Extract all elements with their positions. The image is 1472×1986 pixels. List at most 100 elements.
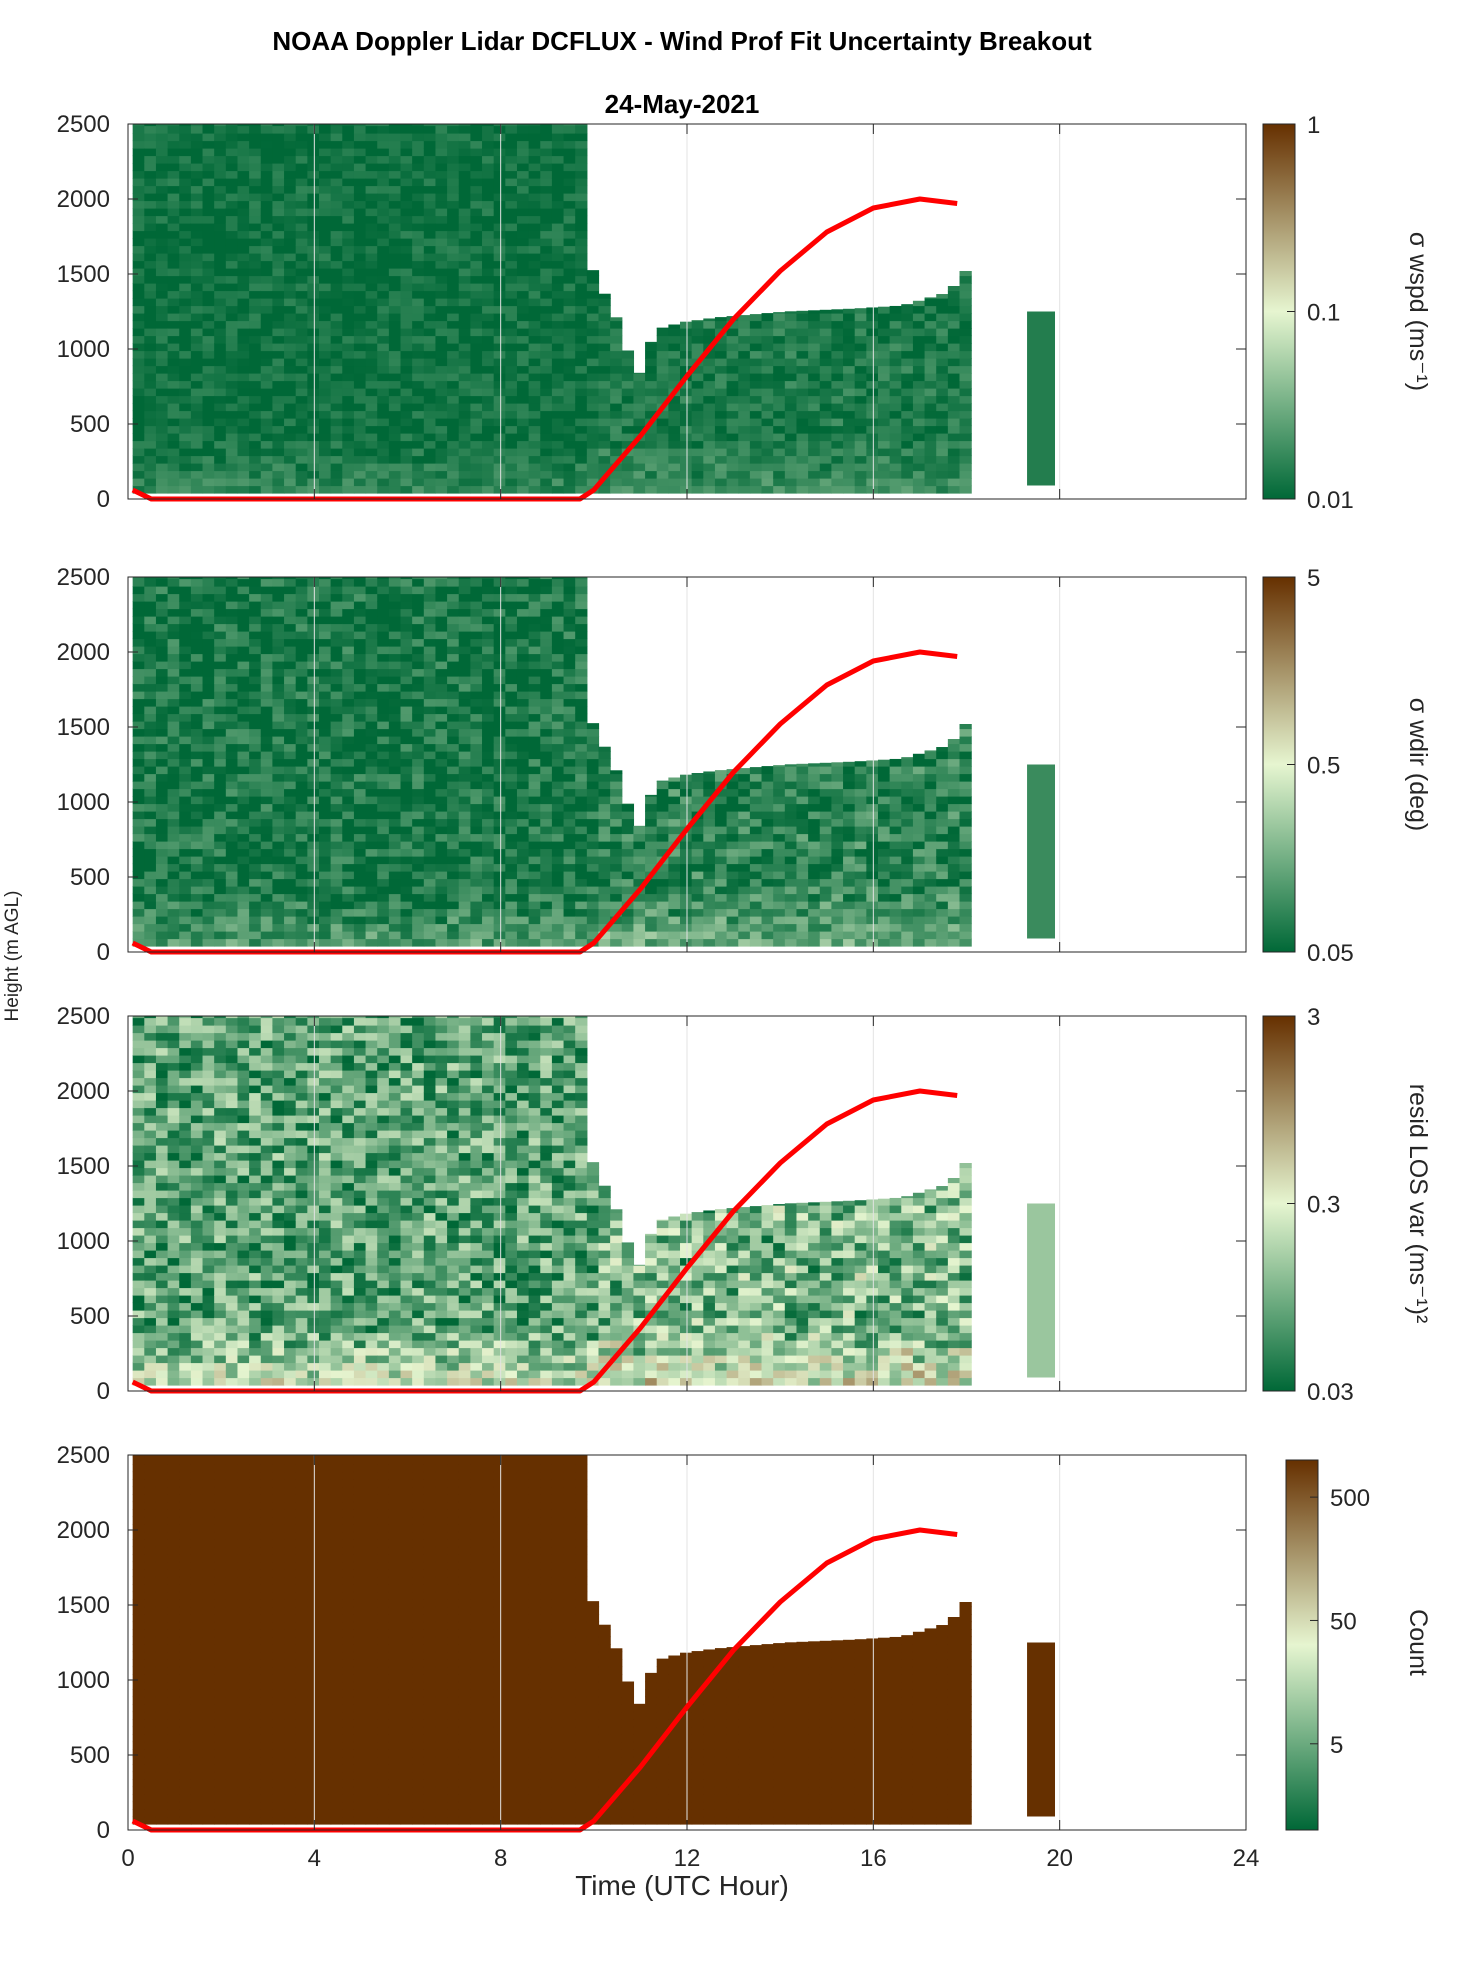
heatmap-cell: [214, 275, 227, 284]
heatmap-cell: [924, 365, 937, 374]
heatmap-cell: [435, 170, 448, 179]
heatmap-cell: [260, 638, 274, 647]
heatmap-cell: [633, 410, 646, 419]
heatmap-cell: [214, 751, 227, 760]
heatmap-cell: [330, 593, 343, 602]
heatmap-cell: [272, 871, 285, 880]
heatmap-cell: [505, 185, 518, 194]
heatmap-cell: [237, 185, 250, 194]
heatmap-cell: [365, 238, 378, 247]
heatmap-cell: [260, 713, 274, 722]
heatmap-cell: [202, 433, 215, 442]
heatmap-cell: [167, 923, 180, 932]
heatmap-cell: [516, 410, 530, 419]
heatmap-cell: [540, 305, 553, 314]
heatmap-cell: [388, 938, 402, 947]
heatmap-cell: [540, 586, 553, 595]
heatmap-cell: [470, 470, 483, 479]
heatmap-cell: [132, 698, 145, 707]
heatmap-cell: [447, 863, 460, 872]
heatmap-cell: [365, 646, 378, 655]
heatmap-cell: [260, 908, 274, 917]
heatmap-cell: [144, 148, 157, 157]
heatmap-cell: [342, 208, 355, 217]
heatmap-cell: [272, 833, 285, 842]
heatmap-cell: [400, 721, 413, 730]
heatmap-cell: [680, 923, 693, 932]
heatmap-cell: [668, 350, 681, 359]
heatmap-cell: [668, 440, 681, 449]
heatmap-cell: [493, 893, 506, 902]
heatmap-cell: [703, 455, 716, 464]
heatmap-cell: [342, 856, 355, 865]
heatmap-cell: [353, 380, 367, 389]
heatmap-cell: [167, 155, 180, 164]
heatmap-cell: [365, 856, 378, 865]
heatmap-cell: [773, 320, 786, 329]
heatmap-cell: [365, 410, 378, 419]
heatmap-cell: [447, 260, 460, 269]
heatmap-cell: [400, 223, 413, 232]
heatmap-cell: [260, 848, 274, 857]
heatmap-cell: [458, 485, 471, 494]
heatmap-cell: [144, 668, 157, 677]
heatmap-cell: [889, 350, 902, 359]
heatmap-cell: [144, 275, 157, 284]
heatmap-cell: [633, 485, 646, 494]
heatmap-cell: [435, 863, 448, 872]
heatmap-cell: [202, 728, 215, 737]
heatmap-cell: [505, 403, 518, 412]
heatmap-cell: [295, 698, 308, 707]
heatmap-cell: [342, 253, 355, 262]
heatmap-cell: [540, 863, 553, 872]
heatmap-cell: [680, 343, 693, 352]
heatmap-cell: [388, 577, 402, 580]
heatmap-cell: [749, 440, 763, 449]
heatmap-cell: [179, 931, 192, 940]
heatmap-cell: [342, 343, 355, 352]
heatmap-cell: [796, 373, 809, 382]
heatmap-cell: [423, 848, 437, 857]
heatmap-cell: [179, 268, 192, 277]
heatmap-cell: [505, 200, 518, 209]
heatmap-cell: [249, 193, 262, 202]
heatmap-cell: [540, 140, 553, 149]
heatmap-cell: [155, 931, 169, 940]
heatmap-cell: [330, 350, 343, 359]
heatmap-cell: [167, 418, 180, 427]
heatmap-cell: [365, 848, 378, 857]
heatmap-cell: [412, 260, 425, 269]
heatmap-cell: [377, 713, 390, 722]
heatmap-cell: [714, 365, 728, 374]
heatmap-cell: [854, 470, 867, 479]
heatmap-cell: [144, 923, 157, 932]
heatmap-cell: [237, 811, 250, 820]
heatmap-cell: [470, 743, 483, 752]
heatmap-cell: [214, 455, 227, 464]
heatmap-cell: [365, 448, 378, 457]
heatmap-cell: [272, 743, 285, 752]
heatmap-cell: [528, 608, 541, 617]
heatmap-cell: [167, 433, 180, 442]
heatmap-cell: [295, 350, 308, 359]
heatmap-cell: [202, 578, 215, 587]
heatmap-cell: [435, 631, 448, 640]
heatmap-cell: [447, 365, 460, 374]
heatmap-cell: [423, 938, 437, 947]
heatmap-cell: [516, 601, 530, 610]
heatmap-cell: [190, 916, 204, 925]
heatmap-cell: [144, 608, 157, 617]
heatmap-cell: [237, 470, 250, 479]
heatmap-cell: [353, 208, 367, 217]
heatmap-cell: [458, 155, 471, 164]
heatmap-cell: [947, 478, 961, 487]
heatmap-cell: [458, 238, 471, 247]
heatmap-cell: [179, 646, 192, 655]
heatmap-cell: [353, 826, 367, 835]
heatmap-cell: [412, 608, 425, 617]
heatmap-cell: [435, 796, 448, 805]
heatmap-cell: [435, 706, 448, 715]
heatmap-cell: [458, 373, 471, 382]
heatmap-cell: [563, 230, 576, 239]
heatmap-cell: [318, 395, 332, 404]
